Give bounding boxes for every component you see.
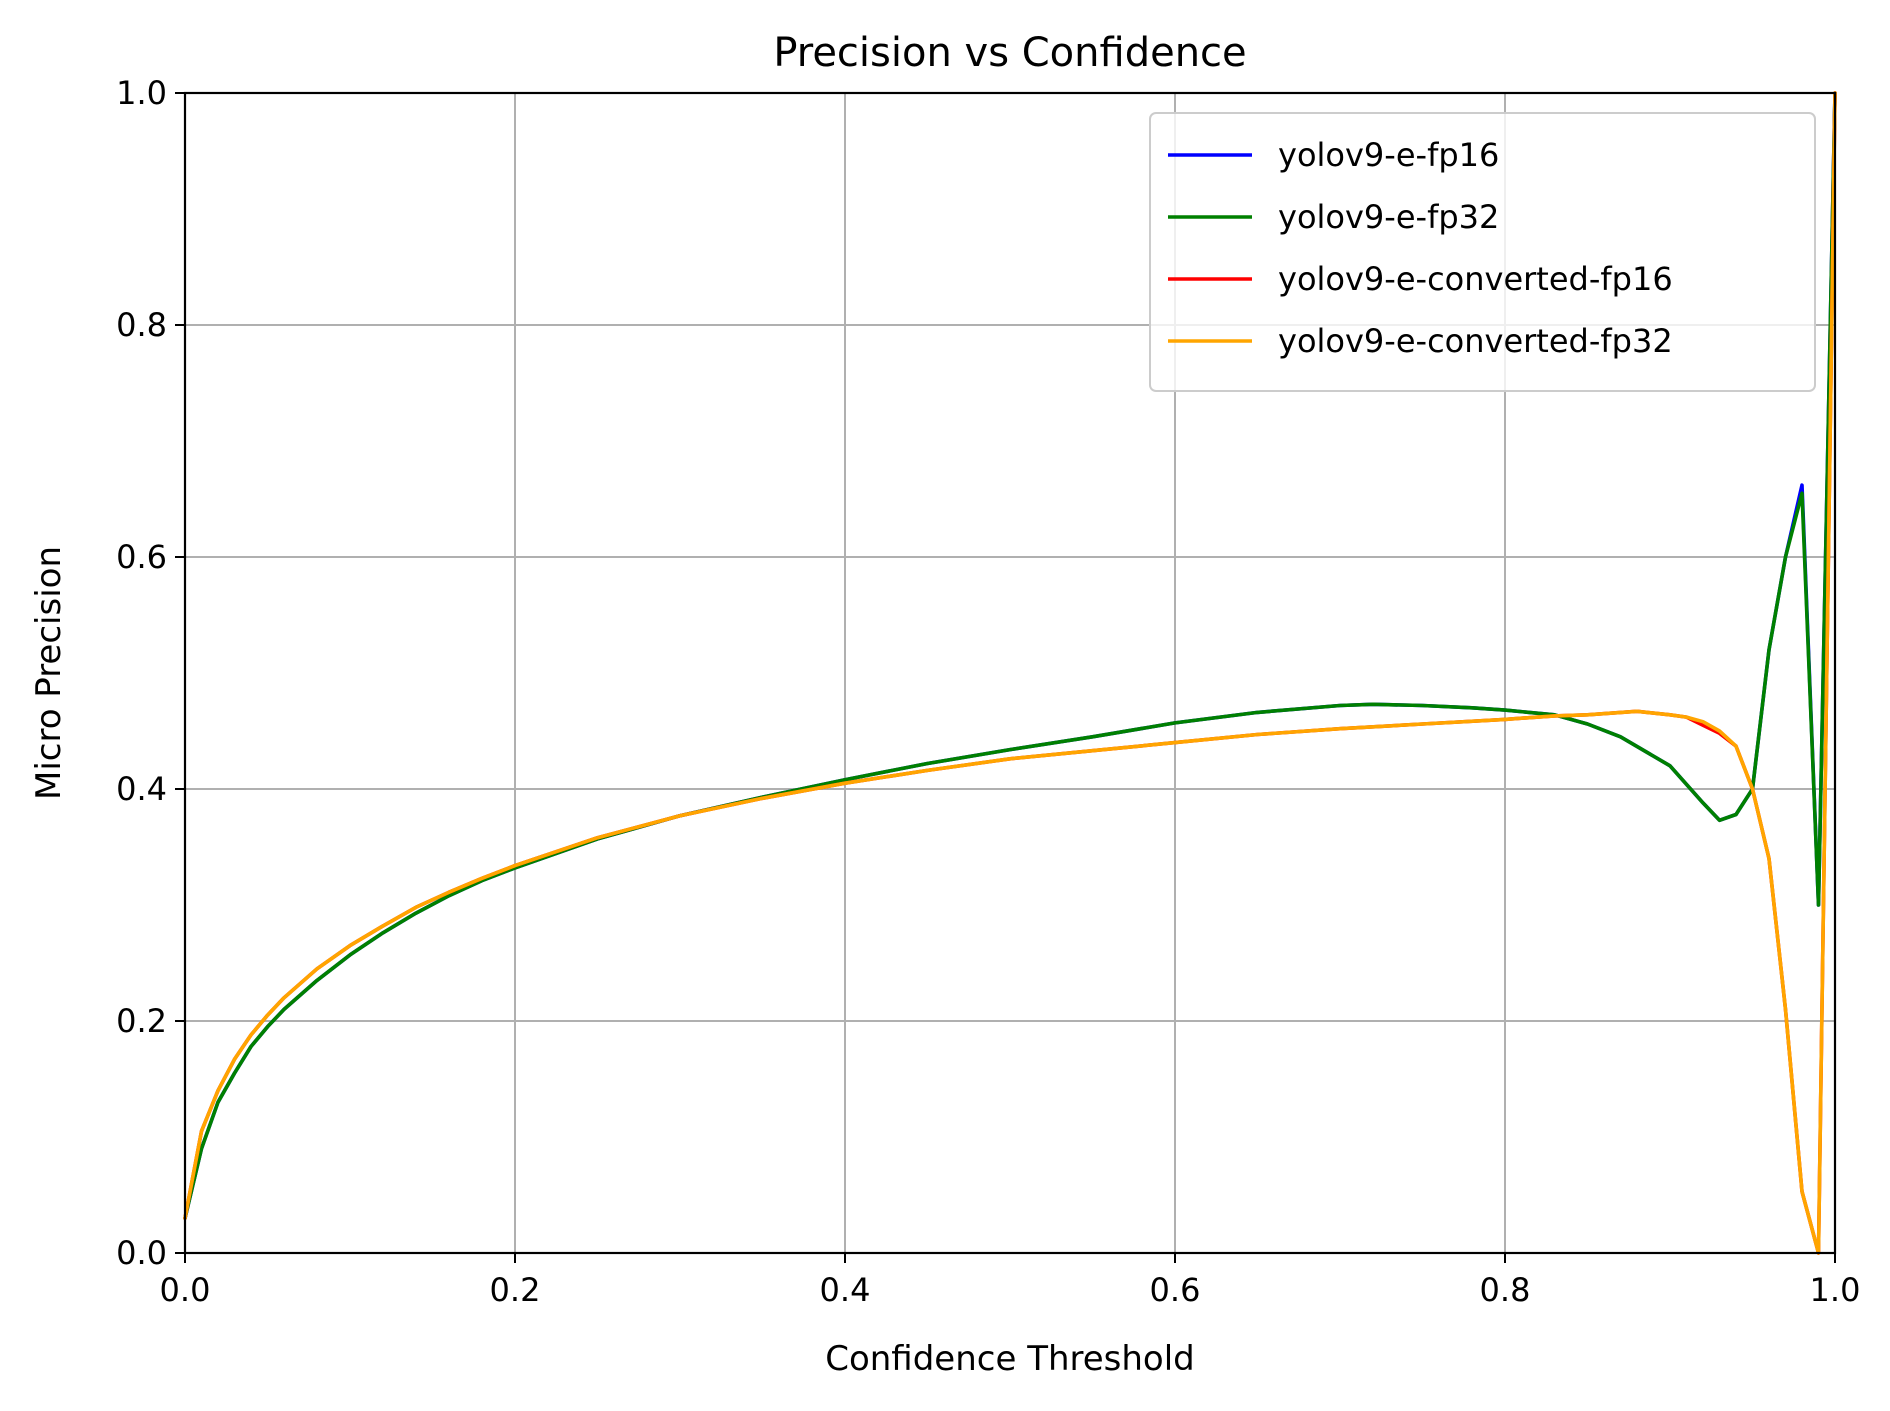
legend-entry-label: yolov9-e-fp16 <box>1278 136 1499 174</box>
x-axis-label: Confidence Threshold <box>825 1339 1195 1379</box>
y-tick-label: 0.2 <box>116 1002 167 1040</box>
y-tick-label: 0.8 <box>116 306 167 344</box>
legend: yolov9-e-fp16 yolov9-e-fp32 yolov9-e-conve… <box>1149 112 1816 392</box>
legend-entry-label: yolov9-e-converted-fp16 <box>1278 260 1673 298</box>
x-tick-label: 0.4 <box>820 1271 871 1309</box>
x-tick-label: 0.6 <box>1150 1271 1201 1309</box>
y-tick-label: 0.6 <box>116 538 167 576</box>
series-line-yolov9-e-fp32 <box>183 91 1837 1220</box>
plot-frame <box>183 91 1837 1255</box>
legend-entry-label: yolov9-e-fp32 <box>1278 198 1499 236</box>
axis-ticks: 0.0 0.2 0.4 0.6 0.8 1.0 0.0 0.2 0.4 0.6 0.8 1.0 <box>116 74 1860 1309</box>
x-tick-label: 0.2 <box>490 1271 541 1309</box>
x-tick-label: 1.0 <box>1810 1271 1861 1309</box>
legend-entry-label: yolov9-e-converted-fp32 <box>1278 322 1673 360</box>
legend-box <box>1149 112 1816 392</box>
series-lines <box>183 91 1837 1255</box>
y-axis-label: Micro Precision <box>29 546 69 800</box>
y-tick-label: 0.0 <box>116 1234 167 1272</box>
x-tick-label: 0.8 <box>1480 1271 1531 1309</box>
y-tick-label: 1.0 <box>116 74 167 112</box>
y-tick-label: 0.4 <box>116 770 167 808</box>
x-tick-label: 0.0 <box>160 1271 211 1309</box>
series-line-yolov9-e-converted-fp32 <box>183 91 1837 1255</box>
chart-title: Precision vs Confidence <box>773 30 1246 76</box>
